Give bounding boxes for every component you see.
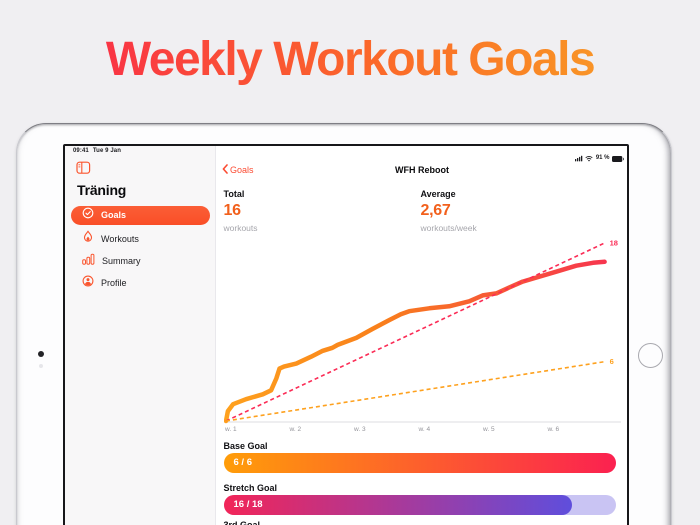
ipad-screen: 09:41 Tue 9 Jan Träning xyxy=(63,144,629,525)
sidebar-item-label: Summary xyxy=(102,255,141,266)
sidebar-title: Träning xyxy=(77,182,127,198)
wifi-icon xyxy=(585,149,593,167)
ambient-sensor-icon xyxy=(39,364,43,368)
cellular-signal-icon xyxy=(574,149,583,167)
back-button-label: Goals xyxy=(230,165,254,175)
progress-text: 6 / 6 xyxy=(233,457,253,468)
base-goal-progress-bar: 6 / 6 xyxy=(223,453,616,473)
front-camera-icon xyxy=(38,351,44,357)
progress-fill xyxy=(223,453,616,473)
battery-percent: 91 % xyxy=(595,155,610,161)
nav-title: WFH Reboot xyxy=(395,165,449,175)
flame-icon xyxy=(82,230,94,248)
progress-fill xyxy=(223,495,572,515)
person-circle-icon xyxy=(82,274,94,292)
sidebar-item-profile[interactable]: Profile xyxy=(71,273,210,293)
ipad-mockup: 09:41 Tue 9 Jan Träning xyxy=(16,123,672,525)
stat-total: Total 16 workouts xyxy=(224,189,258,233)
third-goal-label-clipped: 3rd Goal xyxy=(223,520,261,525)
svg-text:w. 2: w. 2 xyxy=(288,426,301,433)
stat-value: 16 xyxy=(223,202,242,219)
chevron-left-icon xyxy=(222,164,228,176)
stretch-goal-label: Stretch Goal xyxy=(223,483,278,493)
stretch-goal-progress-bar: 16 / 18 xyxy=(223,495,616,515)
svg-text:w. 3: w. 3 xyxy=(353,426,366,433)
svg-text:w. 5: w. 5 xyxy=(482,426,495,433)
svg-text:w. 1: w. 1 xyxy=(224,426,237,433)
main-panel: 91 % xyxy=(217,146,627,525)
back-button[interactable]: Goals xyxy=(222,164,254,176)
sidebar-item-label: Workouts xyxy=(101,233,139,244)
stat-label: Average xyxy=(420,189,456,199)
stat-label: Total xyxy=(223,189,245,199)
status-bar-right: 91 % xyxy=(574,149,624,167)
sidebar-item-label: Goals xyxy=(101,210,127,220)
sidebar-item-summary[interactable]: Summary xyxy=(71,251,210,271)
sidebar: 09:41 Tue 9 Jan Träning xyxy=(65,146,216,525)
status-time: 09:41 xyxy=(73,148,89,154)
stat-average: Average 2,67 workouts/week xyxy=(421,189,477,233)
status-date: Tue 9 Jan xyxy=(92,148,121,154)
bar-chart-icon xyxy=(82,252,95,270)
stat-unit: workouts xyxy=(223,223,258,233)
base-goal-label: Base Goal xyxy=(223,441,268,451)
home-button[interactable] xyxy=(638,343,663,368)
seal-checkmark-icon xyxy=(82,206,94,224)
battery-icon xyxy=(612,149,624,167)
stat-unit: workouts/week xyxy=(420,223,477,233)
page-title: Weekly Workout Goals xyxy=(0,32,700,87)
sidebar-item-goals[interactable]: Goals xyxy=(71,205,210,225)
status-bar-left: 09:41 Tue 9 Jan xyxy=(73,148,121,154)
svg-text:18: 18 xyxy=(609,238,617,247)
sidebar-item-label: Profile xyxy=(101,277,127,288)
sidebar-toggle-icon xyxy=(76,161,91,178)
progress-text: 16 / 18 xyxy=(233,499,263,510)
sidebar-item-workouts[interactable]: Workouts xyxy=(71,229,210,249)
app-window: 09:41 Tue 9 Jan Träning xyxy=(65,146,627,525)
sidebar-toggle-button[interactable] xyxy=(76,161,91,175)
stat-value: 2,67 xyxy=(420,202,451,219)
svg-text:6: 6 xyxy=(609,357,613,366)
svg-text:w. 6: w. 6 xyxy=(546,426,559,433)
svg-text:w. 4: w. 4 xyxy=(417,426,430,433)
workout-progress-chart: w. 1 w. 2 w. 3 w. 4 w. 5 w. 6 18 6 xyxy=(223,238,621,433)
